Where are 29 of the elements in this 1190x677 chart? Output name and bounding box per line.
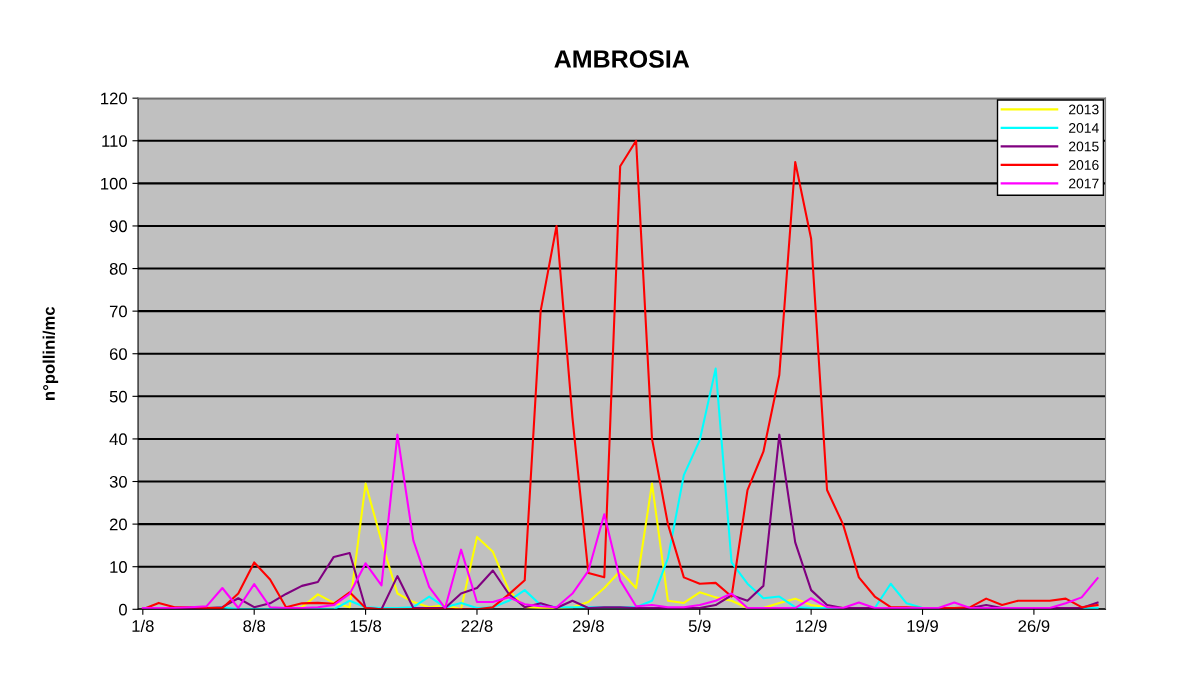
y-tick-label: 90 <box>109 220 127 233</box>
y-tick-label: 70 <box>109 305 127 318</box>
x-tick-label: 1/8 <box>132 619 154 632</box>
legend-label: 2013 <box>1069 104 1099 115</box>
y-tick-label: 80 <box>109 262 127 275</box>
chart-title: AMBROSIA <box>554 50 690 68</box>
y-tick-label: 20 <box>109 518 127 531</box>
x-tick-label: 19/9 <box>907 619 938 632</box>
y-axis-title: n°pollini/mc <box>42 306 59 400</box>
y-tick-label: 0 <box>119 603 127 616</box>
legend-label: 2015 <box>1069 141 1099 152</box>
x-tick-label: 22/8 <box>461 619 493 632</box>
x-tick-label: 12/9 <box>796 619 827 632</box>
legend-label: 2017 <box>1069 178 1099 189</box>
legend-label: 2016 <box>1069 160 1099 170</box>
y-tick-label: 60 <box>109 348 127 360</box>
x-tick-label: 26/9 <box>1018 619 1050 632</box>
y-tick-label: 40 <box>109 433 127 446</box>
y-tick-label: 110 <box>102 135 127 147</box>
y-tick-label: 10 <box>110 561 127 573</box>
x-tick-label: 5/9 <box>688 619 711 632</box>
y-tick-label: 120 <box>101 92 127 105</box>
y-tick-label: 100 <box>101 177 127 190</box>
x-tick-label: 29/8 <box>572 619 604 632</box>
y-tick-label: 30 <box>109 475 127 488</box>
legend-label: 2014 <box>1069 123 1099 133</box>
y-tick-label: 50 <box>109 390 127 403</box>
x-tick-label: 15/8 <box>350 619 382 632</box>
x-tick-label: 8/8 <box>243 619 266 632</box>
